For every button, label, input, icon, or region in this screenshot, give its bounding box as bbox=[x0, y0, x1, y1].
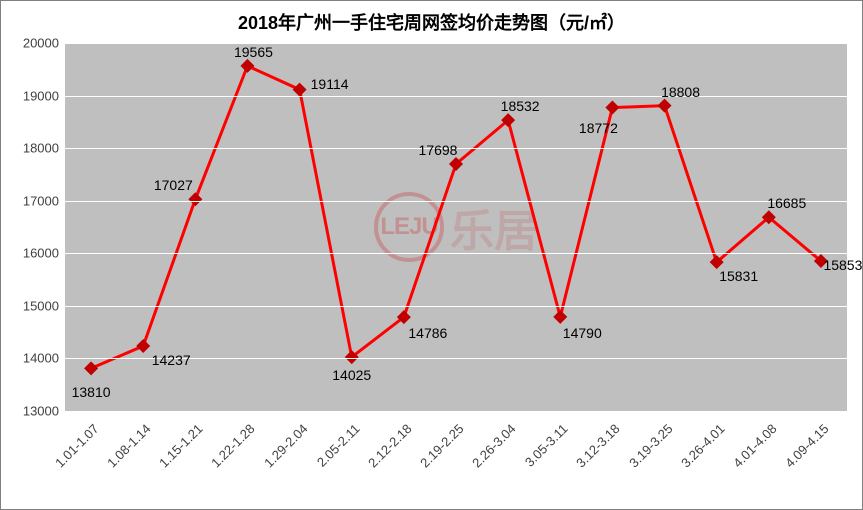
data-marker bbox=[136, 339, 150, 353]
data-label: 13810 bbox=[72, 384, 111, 400]
data-label: 14025 bbox=[332, 367, 371, 383]
plot-area: LEJU 乐居 13810142371702719565191141402514… bbox=[65, 43, 847, 411]
x-axis-label: 4.01-4.08 bbox=[726, 421, 779, 474]
gridline bbox=[65, 201, 847, 202]
y-axis-label: 17000 bbox=[15, 193, 59, 208]
x-axis-label: 1.01-1.07 bbox=[49, 421, 102, 474]
data-label: 18808 bbox=[661, 84, 700, 100]
gridline bbox=[65, 253, 847, 254]
gridline bbox=[65, 411, 847, 412]
y-axis-label: 18000 bbox=[15, 141, 59, 156]
chart-title: 2018年广州一手住宅周网签均价走势图（元/㎡） bbox=[1, 1, 862, 39]
data-label: 19565 bbox=[234, 44, 273, 60]
data-label: 18772 bbox=[579, 120, 618, 136]
data-marker bbox=[188, 192, 202, 206]
x-axis-label: 1.29-2.04 bbox=[257, 421, 310, 474]
chart-container: 2018年广州一手住宅周网签均价走势图（元/㎡） LEJU 乐居 1381014… bbox=[0, 0, 863, 510]
x-axis-label: 2.12-2.18 bbox=[361, 421, 414, 474]
data-label: 14790 bbox=[563, 325, 602, 341]
data-label: 15853 bbox=[823, 257, 862, 273]
gridline bbox=[65, 96, 847, 97]
y-axis-label: 14000 bbox=[15, 351, 59, 366]
data-marker bbox=[658, 99, 672, 113]
x-axis-label: 2.19-2.25 bbox=[414, 421, 467, 474]
data-marker bbox=[553, 310, 567, 324]
data-label: 15831 bbox=[719, 268, 758, 284]
data-label: 16685 bbox=[767, 195, 806, 211]
chart-line bbox=[91, 66, 821, 369]
y-axis-label: 15000 bbox=[15, 298, 59, 313]
x-axis-label: 3.12-3.18 bbox=[570, 421, 623, 474]
data-label: 14237 bbox=[152, 352, 191, 368]
data-marker bbox=[240, 59, 254, 73]
x-axis-label: 2.26-3.04 bbox=[466, 421, 519, 474]
data-marker bbox=[84, 361, 98, 375]
x-axis-label: 1.22-1.28 bbox=[205, 421, 258, 474]
data-label: 17027 bbox=[154, 177, 193, 193]
data-label: 19114 bbox=[311, 76, 349, 92]
data-marker bbox=[605, 101, 619, 115]
x-axis-label: 1.08-1.14 bbox=[101, 421, 154, 474]
y-axis-label: 20000 bbox=[15, 36, 59, 51]
gridline bbox=[65, 306, 847, 307]
x-axis-label: 4.09-4.15 bbox=[778, 421, 831, 474]
x-axis-label: 3.19-3.25 bbox=[622, 421, 675, 474]
y-axis-label: 16000 bbox=[15, 246, 59, 261]
y-axis-label: 13000 bbox=[15, 404, 59, 419]
x-axis-label: 2.05-2.11 bbox=[309, 421, 362, 474]
data-marker bbox=[293, 83, 307, 97]
y-axis-label: 19000 bbox=[15, 88, 59, 103]
x-axis-label: 3.26-4.01 bbox=[674, 421, 727, 474]
gridline bbox=[65, 43, 847, 44]
data-label: 18532 bbox=[501, 98, 540, 114]
data-label: 17698 bbox=[419, 142, 458, 158]
x-axis-label: 3.05-3.11 bbox=[518, 421, 571, 474]
data-label: 14786 bbox=[408, 325, 447, 341]
x-axis-label: 1.15-1.21 bbox=[153, 421, 206, 474]
